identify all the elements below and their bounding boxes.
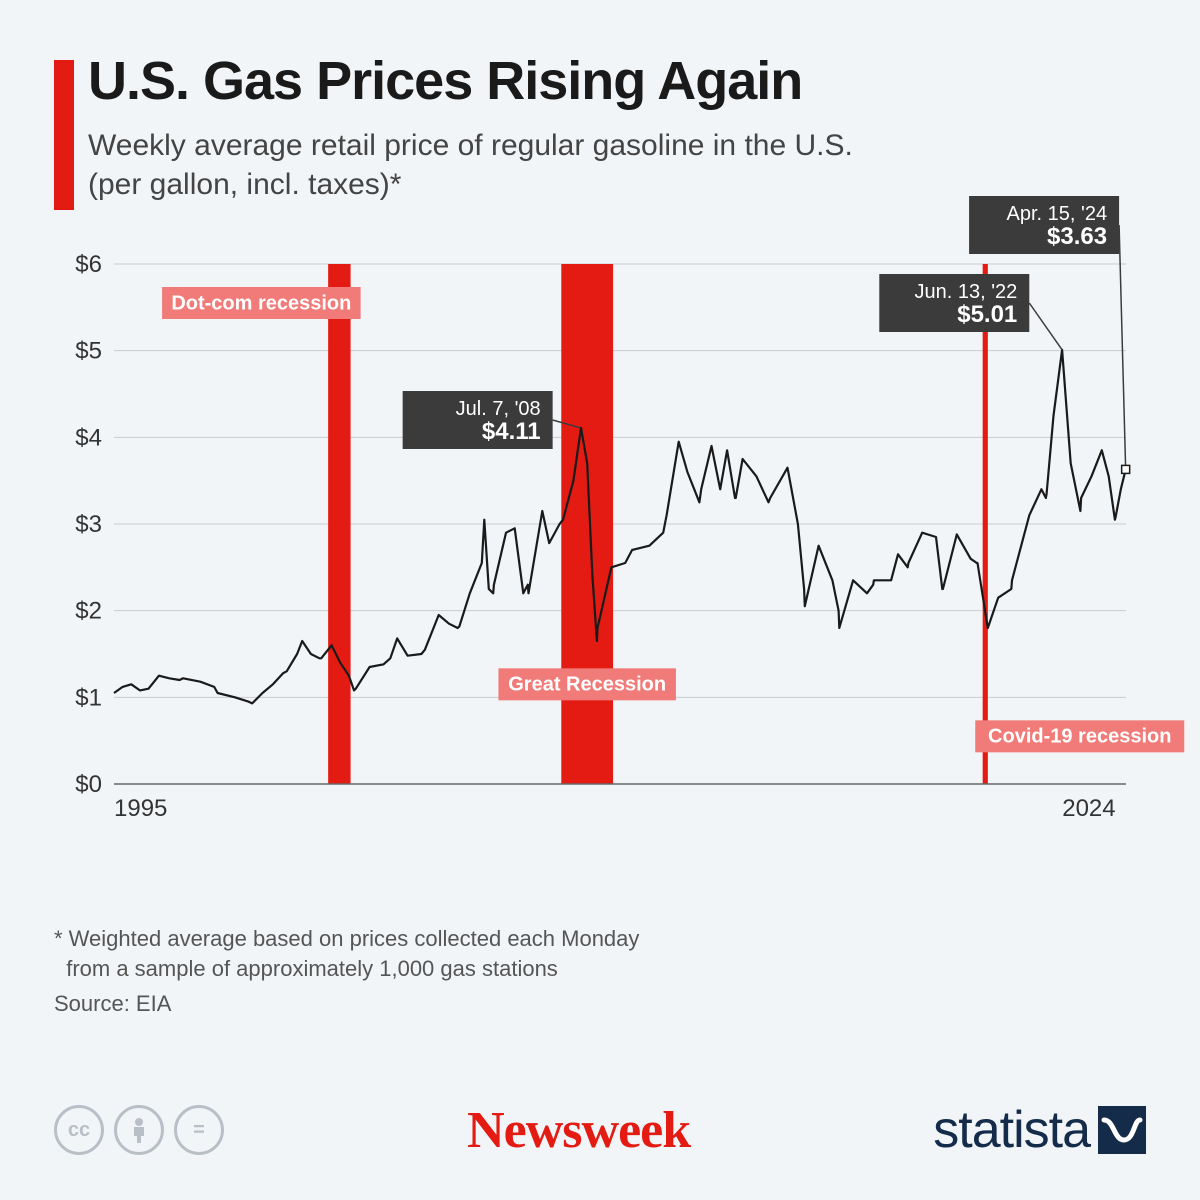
svg-text:$0: $0	[75, 771, 102, 798]
svg-text:$5: $5	[75, 338, 102, 365]
svg-text:$1: $1	[75, 684, 102, 711]
chart: $0$1$2$3$4$5$619952024Dot-com recessionG…	[54, 264, 1134, 864]
svg-text:Dot-com recession: Dot-com recession	[171, 292, 351, 314]
svg-text:$4.11: $4.11	[482, 418, 541, 445]
footnote-line-2: from a sample of approximately 1,000 gas…	[54, 956, 558, 981]
statista-text: statista	[933, 1100, 1090, 1160]
subtitle: Weekly average retail price of regular g…	[88, 126, 1146, 204]
statista-mark-icon	[1098, 1106, 1146, 1154]
infographic-page: U.S. Gas Prices Rising Again Weekly aver…	[0, 0, 1200, 1200]
footnote: * Weighted average based on prices colle…	[54, 924, 1146, 983]
svg-text:$3.63: $3.63	[1047, 223, 1107, 250]
accent-bar	[54, 60, 74, 210]
footer: cc = Newsweek statista	[54, 1100, 1146, 1160]
svg-text:Apr. 15, '24: Apr. 15, '24	[1007, 203, 1108, 225]
svg-text:$3: $3	[75, 511, 102, 538]
svg-text:Great Recession: Great Recession	[508, 674, 666, 696]
subtitle-line-1: Weekly average retail price of regular g…	[88, 129, 853, 162]
statista-logo: statista	[933, 1100, 1146, 1160]
cc-icon: cc	[54, 1105, 104, 1155]
svg-text:Covid-19 recession: Covid-19 recession	[988, 726, 1171, 748]
footnote-line-1: * Weighted average based on prices colle…	[54, 926, 639, 951]
svg-text:2024: 2024	[1062, 795, 1115, 822]
newsweek-logo: Newsweek	[467, 1101, 690, 1160]
svg-text:$2: $2	[75, 598, 102, 625]
svg-text:$4: $4	[75, 424, 102, 451]
svg-text:1995: 1995	[114, 795, 167, 822]
page-title: U.S. Gas Prices Rising Again	[88, 50, 1146, 112]
svg-text:$6: $6	[75, 251, 102, 278]
svg-text:Jul. 7, '08: Jul. 7, '08	[456, 398, 541, 420]
by-icon	[114, 1105, 164, 1155]
header: U.S. Gas Prices Rising Again Weekly aver…	[54, 50, 1146, 204]
svg-text:Jun. 13, '22: Jun. 13, '22	[914, 281, 1017, 303]
chart-svg: $0$1$2$3$4$5$619952024Dot-com recessionG…	[54, 264, 1134, 884]
license-icons: cc =	[54, 1105, 224, 1155]
subtitle-line-2: (per gallon, incl. taxes)*	[88, 168, 401, 201]
nd-icon: =	[174, 1105, 224, 1155]
source-line: Source: EIA	[54, 991, 1146, 1017]
svg-text:$5.01: $5.01	[957, 301, 1017, 328]
